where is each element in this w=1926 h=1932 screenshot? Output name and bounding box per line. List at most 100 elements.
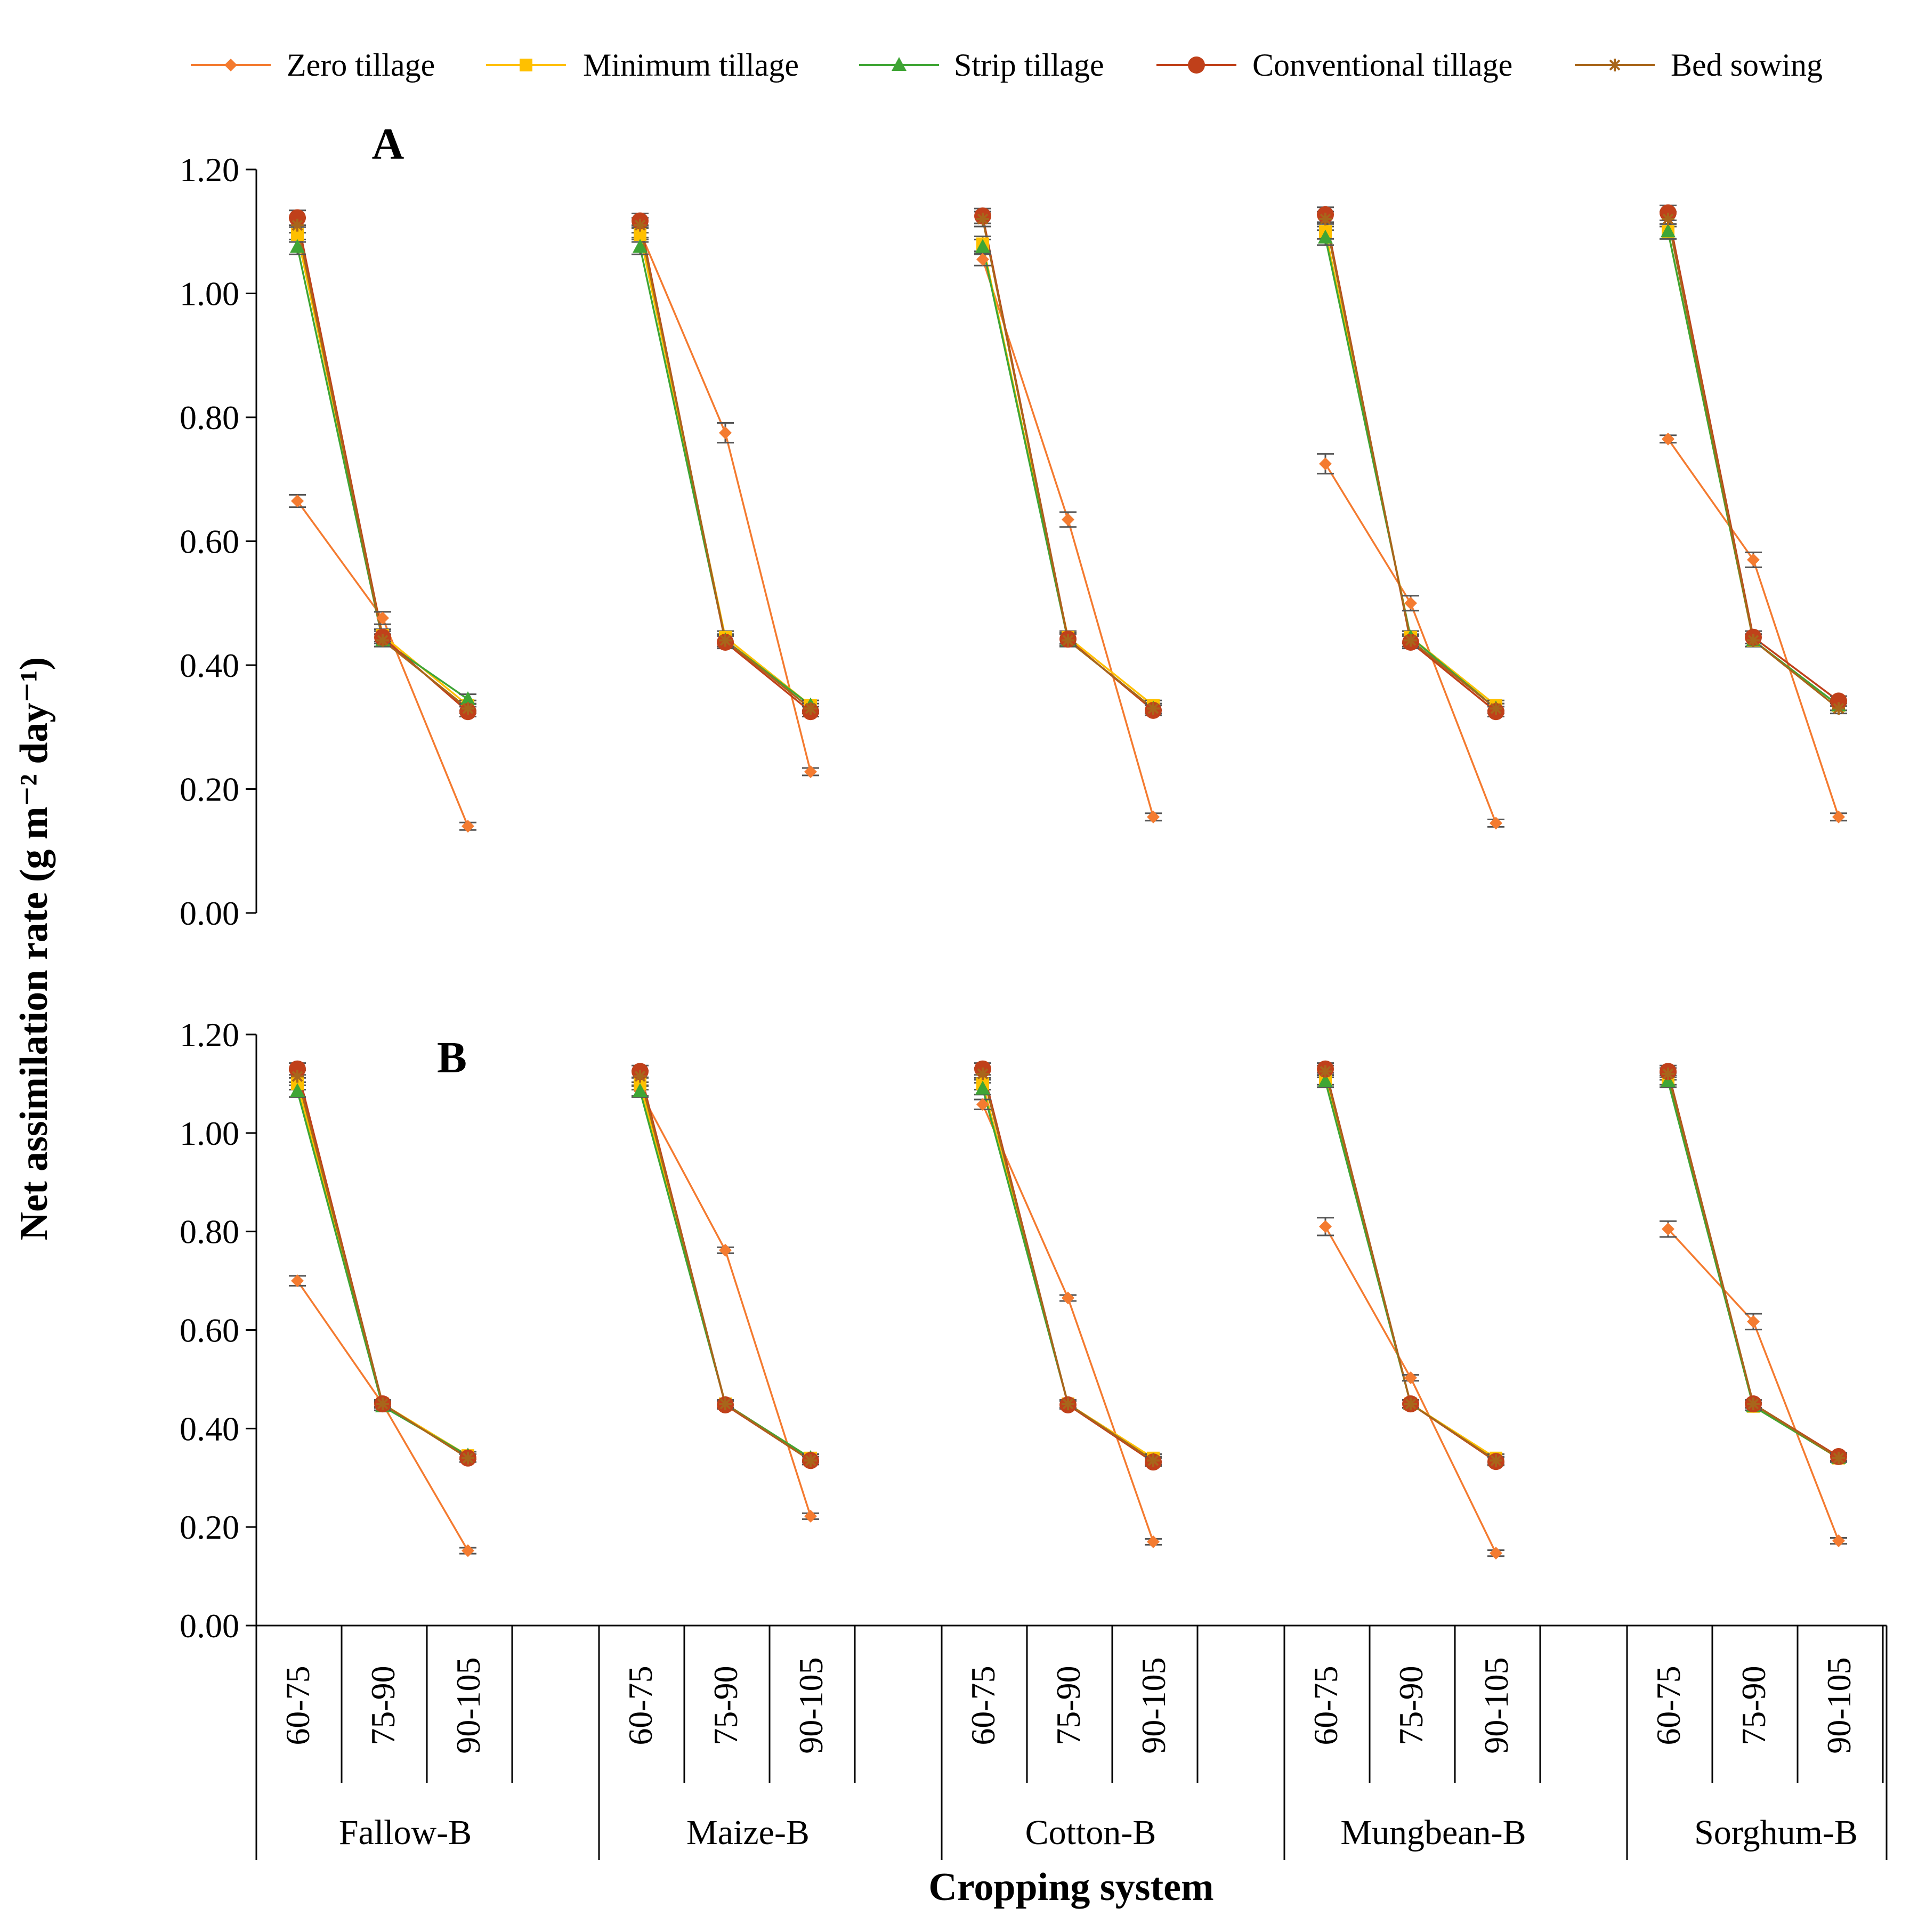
category-label: 75-90	[1392, 1666, 1430, 1745]
data-point	[1832, 702, 1845, 715]
data-point	[1832, 810, 1845, 823]
category-label: 90-105	[449, 1657, 487, 1753]
category-label: 90-105	[1477, 1657, 1515, 1753]
data-point	[462, 1544, 474, 1557]
data-point	[1832, 1451, 1845, 1465]
legend-marker	[520, 59, 532, 71]
data-point	[975, 239, 990, 253]
category-label: 60-75	[621, 1666, 659, 1745]
category-label: 90-105	[1820, 1657, 1858, 1753]
category-label: 90-105	[1135, 1657, 1172, 1753]
x-axis-title: Cropping system	[928, 1865, 1213, 1909]
data-point	[633, 1083, 648, 1097]
data-point	[634, 219, 646, 232]
panel-A: 0.00 0.20 0.40 0.60 0.80 1.00 1.20 A	[180, 119, 1847, 932]
series-line	[1667, 1228, 1840, 1541]
legend-label: Zero tillage	[287, 47, 435, 83]
data-point	[719, 1397, 732, 1411]
series-layer	[289, 204, 1847, 833]
data-point	[1832, 1534, 1845, 1548]
y-tick-label: 0.40	[180, 646, 239, 684]
data-point	[376, 634, 389, 647]
data-point	[976, 213, 989, 225]
series-layer	[289, 1060, 1847, 1560]
series-line	[1667, 213, 1840, 702]
data-point	[1662, 432, 1674, 446]
data-point	[719, 634, 732, 647]
data-point	[460, 691, 475, 705]
data-point	[1662, 1067, 1674, 1080]
legend-marker	[1188, 56, 1205, 74]
y-axis-title: Net assimilation rate (g m⁻² day⁻¹)	[12, 657, 56, 1241]
category-label: 60-75	[1307, 1666, 1345, 1745]
data-point	[1147, 1535, 1160, 1548]
data-point	[804, 1454, 817, 1467]
y-tick-label: 0.80	[180, 1213, 239, 1251]
data-point	[719, 426, 732, 440]
data-point	[290, 239, 305, 253]
data-point	[1490, 817, 1502, 830]
data-point	[804, 765, 817, 778]
data-point	[1319, 213, 1332, 225]
data-point	[1747, 1315, 1760, 1328]
category-label: 60-75	[964, 1666, 1002, 1745]
legend-label: Bed sowing	[1671, 47, 1823, 83]
data-point	[1147, 1454, 1160, 1467]
data-point	[291, 1070, 304, 1083]
group-label: Sorghum-B	[1694, 1813, 1858, 1852]
series-line	[296, 1280, 469, 1551]
y-tick-label: 0.00	[180, 1607, 239, 1645]
data-point	[804, 702, 817, 715]
data-point	[291, 1274, 304, 1288]
group-label: Fallow-B	[339, 1813, 472, 1852]
series-line	[296, 500, 469, 827]
data-point	[290, 1083, 305, 1097]
category-label: 90-105	[792, 1657, 830, 1753]
y-tick-label: 1.20	[180, 1016, 239, 1054]
legend-marker	[892, 57, 907, 71]
legend-marker	[1608, 59, 1621, 71]
data-point	[1062, 1397, 1074, 1411]
data-point	[1662, 1223, 1674, 1236]
y-tick-label: 0.60	[180, 1312, 239, 1349]
y-tick-label: 0.00	[180, 894, 239, 932]
data-point	[976, 1098, 989, 1111]
markers-bed-sowing	[291, 1065, 1845, 1467]
data-point	[376, 611, 389, 625]
series-zero-tillage	[296, 231, 1840, 827]
legend: Zero tillage Minimum tillage Strip tillage…	[191, 47, 1823, 83]
data-point	[719, 1243, 732, 1257]
data-point	[462, 1451, 474, 1465]
series-line	[639, 1090, 812, 1517]
data-point	[1062, 513, 1074, 526]
y-tick-label: 0.80	[180, 399, 239, 436]
series-line	[1324, 1226, 1497, 1554]
data-point	[1404, 1371, 1417, 1385]
data-point	[1747, 553, 1760, 567]
data-point	[291, 494, 304, 507]
data-point	[1490, 702, 1502, 715]
y-tick-label: 0.60	[180, 523, 239, 561]
data-point	[1490, 1547, 1502, 1560]
series-zero-tillage	[296, 1090, 1840, 1554]
data-point	[1319, 457, 1332, 471]
data-point	[1747, 1397, 1760, 1411]
data-point	[1404, 596, 1417, 610]
data-point	[633, 239, 648, 253]
y-tick-label: 0.20	[180, 1508, 239, 1546]
x-axis-categories: 60-75 75-90 90-105 Fallow-B 60-75 75-90 90-105…	[255, 1626, 1888, 1860]
data-point	[1062, 1291, 1074, 1305]
data-point	[1319, 1065, 1332, 1078]
legend-marker	[224, 59, 237, 71]
data-point	[975, 1080, 990, 1095]
category-label: 75-90	[707, 1666, 744, 1745]
chart-panels: 0.00 0.20 0.40 0.60 0.80 1.00 1.20 A 0.00 0.20 0.4…	[180, 119, 1887, 1645]
y-tick-label: 1.20	[180, 151, 239, 189]
markers-zero-tillage	[291, 1085, 1845, 1560]
data-point	[1147, 810, 1160, 823]
data-point	[376, 1397, 389, 1411]
category-label: 60-75	[279, 1666, 317, 1745]
data-point	[462, 820, 474, 833]
data-point	[1318, 229, 1333, 244]
